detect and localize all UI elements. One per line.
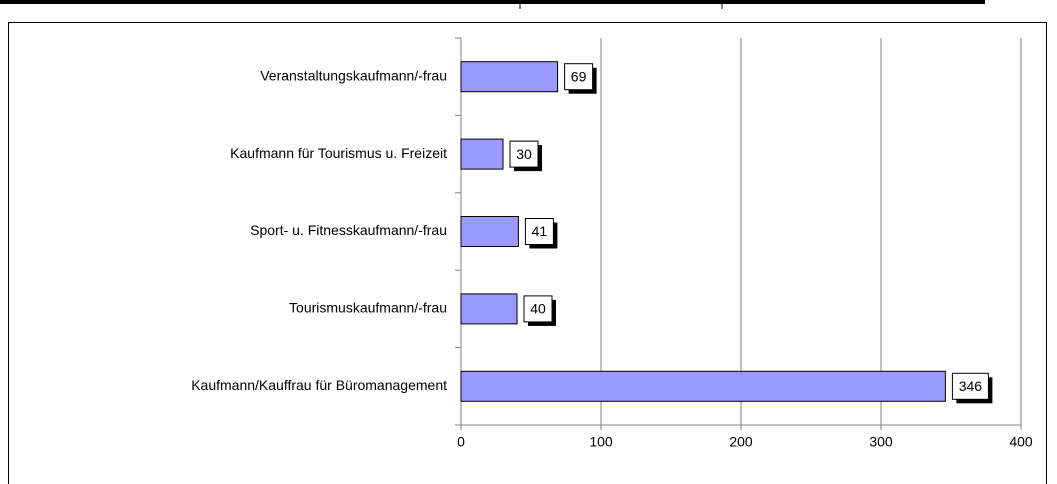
data-label-box — [564, 63, 594, 91]
data-label: 41 — [532, 223, 548, 239]
data-label: 40 — [530, 301, 546, 317]
chart-frame — [8, 22, 1047, 484]
bar — [460, 61, 559, 93]
data-label-box — [524, 218, 554, 245]
bar — [460, 293, 518, 325]
x-tick-label: 0 — [457, 434, 465, 450]
x-tick-label: 400 — [1009, 434, 1033, 450]
top-rule — [0, 0, 985, 4]
y-tick-label: Sport- u. Fitnesskaufmann/-frau — [250, 222, 447, 238]
y-tick-label: Kaufmann für Tourismus u. Freizeit — [230, 145, 447, 161]
y-tick-label: Kaufmann/Kauffrau für Büromanagement — [191, 377, 447, 393]
data-label: 346 — [959, 378, 983, 394]
x-tick-label: 200 — [729, 434, 753, 450]
y-tick-label: Tourismuskaufmann/-frau — [289, 300, 447, 316]
data-label: 30 — [516, 146, 532, 162]
x-tick-label: 300 — [869, 434, 893, 450]
x-tick-label: 100 — [589, 434, 613, 450]
y-tick-label: Veranstaltungskaufmann/-frau — [260, 67, 447, 83]
data-label-box — [951, 372, 989, 400]
data-label: 69 — [571, 68, 587, 84]
data-label-box — [509, 140, 539, 168]
bar — [460, 138, 504, 170]
data-label-box — [523, 295, 553, 323]
bar — [460, 370, 946, 402]
bar — [460, 216, 519, 247]
